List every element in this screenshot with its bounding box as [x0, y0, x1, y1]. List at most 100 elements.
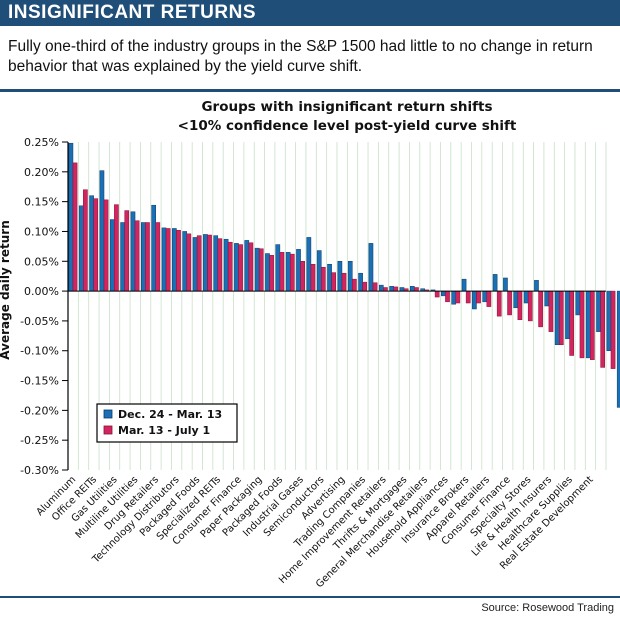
bar-series-2: [465, 290, 471, 304]
bar-series-1: [285, 252, 291, 292]
bar-series-2: [155, 222, 161, 292]
legend-swatch-series-2: [103, 425, 113, 435]
bar-series-1: [441, 290, 446, 297]
subtitle-text: Fully one-third of the industry groups i…: [8, 38, 593, 75]
bar-series-2: [331, 272, 337, 292]
y-tick-label: 0.25%: [24, 136, 59, 149]
bar-series-1: [368, 243, 374, 292]
bar-series-2: [600, 290, 606, 368]
bar-series-2: [300, 261, 305, 292]
y-tick-label: 0.05%: [24, 255, 59, 268]
bar-series-2: [321, 266, 326, 292]
bar-series-1: [482, 290, 488, 303]
header-title: INSIGNIFICANT RETURNS: [8, 2, 256, 23]
y-tick-label: -0.15%: [20, 375, 59, 388]
y-tick-label: 0.20%: [24, 166, 59, 179]
bar-series-2: [238, 244, 243, 292]
bar-series-1: [234, 243, 239, 292]
bar-series-1: [265, 253, 270, 292]
bar-series-1: [68, 142, 74, 292]
bar-series-2: [362, 281, 368, 292]
bar-series-2: [383, 287, 388, 292]
y-tick-label: 0.10%: [24, 225, 59, 238]
bar-series-2: [538, 290, 543, 328]
bar-series-2: [486, 290, 492, 307]
bar-series-1: [109, 219, 115, 292]
bar-series-1: [192, 237, 198, 292]
bar-series-2: [217, 238, 223, 292]
bar-series-1: [534, 280, 539, 292]
bar-series-2: [569, 290, 574, 356]
bar-series-2: [455, 290, 461, 304]
bar-series-1: [223, 238, 229, 292]
bar-series-2: [248, 242, 254, 292]
bar-series-1: [203, 234, 208, 292]
bar-series-1: [585, 290, 591, 359]
bar-series-2: [341, 272, 347, 292]
bar-series-2: [393, 286, 399, 292]
top-divider: [0, 89, 620, 92]
bar-series-1: [296, 249, 301, 292]
bar-series-2: [72, 162, 78, 292]
bar-series-2: [476, 290, 481, 304]
bar-series-2: [414, 287, 419, 292]
bar-series-1: [544, 290, 550, 307]
bar-series-2: [258, 248, 264, 292]
bar-series-2: [579, 290, 585, 359]
bar-series-1: [565, 290, 570, 340]
bar-series-1: [130, 211, 136, 292]
bar-series-2: [145, 222, 150, 292]
bar-series-1: [151, 204, 156, 292]
bar-series-2: [207, 234, 212, 292]
bar-series-2: [165, 228, 171, 292]
legend-box: [96, 403, 238, 443]
bars: [68, 142, 620, 408]
bar-series-2: [186, 233, 192, 292]
bar-series-1: [513, 290, 519, 309]
bar-series-2: [434, 290, 440, 298]
bar-series-1: [606, 290, 612, 351]
bar-series-2: [114, 204, 119, 292]
bar-series-2: [103, 199, 109, 292]
legend-label-series-2: Mar. 13 - July 1: [118, 424, 210, 437]
y-axis-ticks: 0.25% 0.20% 0.15% 0.10% 0.05% 0.00% -0.05% -0.1…: [20, 136, 68, 477]
legend-label-series-1: Dec. 24 - Mar. 13: [118, 408, 222, 421]
bar-series-1: [461, 278, 467, 292]
header-bar: INSIGNIFICANT RETURNS: [0, 0, 620, 26]
legend-swatch-series-1: [103, 409, 113, 419]
y-axis-label: Average daily return: [0, 220, 12, 359]
y-tick-label: -0.10%: [20, 345, 59, 358]
bar-series-2: [517, 290, 523, 320]
bar-series-1: [378, 284, 384, 292]
bar-series-1: [616, 290, 620, 408]
y-tick-label: 0.15%: [24, 196, 59, 209]
chart-title: Groups with insignificant return shifts: [201, 99, 492, 115]
y-tick-label: -0.05%: [20, 315, 59, 328]
bar-series-1: [399, 287, 405, 292]
bar-series-2: [310, 264, 316, 292]
bar-series-1: [554, 290, 560, 346]
bar-series-2: [372, 282, 378, 292]
bar-series-1: [347, 261, 353, 292]
y-tick-label: 0.00%: [24, 285, 59, 298]
bar-series-1: [410, 286, 415, 292]
bar-series-1: [492, 274, 498, 292]
bar-series-1: [316, 250, 322, 292]
bar-series-2: [527, 290, 533, 322]
bar-series-2: [496, 290, 502, 317]
bar-series-1: [575, 290, 581, 316]
bar-series-1: [254, 247, 260, 292]
bar-series-2: [269, 255, 274, 292]
bar-series-1: [161, 227, 167, 292]
bar-series-1: [89, 195, 94, 292]
bar-series-1: [120, 222, 125, 292]
y-tick-label: -0.30%: [20, 464, 59, 477]
bar-series-1: [337, 261, 343, 292]
bar-series-2: [83, 189, 88, 292]
bar-series-2: [227, 241, 233, 292]
bar-series-1: [306, 237, 312, 292]
bar-series-2: [548, 290, 554, 332]
bar-series-1: [275, 244, 281, 292]
bar-series-1: [99, 170, 105, 292]
